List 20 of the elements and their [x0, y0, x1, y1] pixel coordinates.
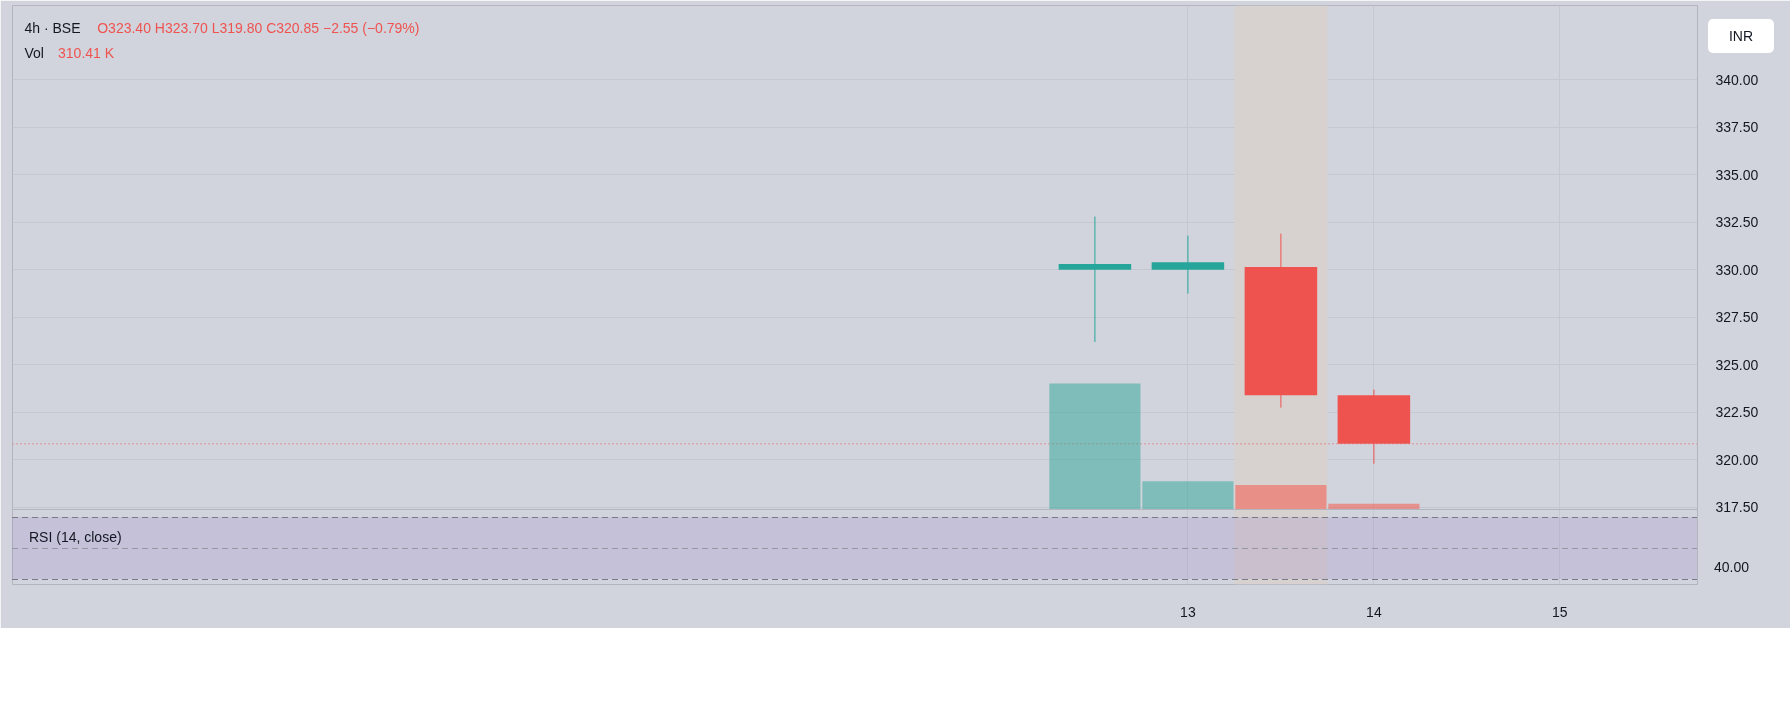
- y-tick-label: 330.00: [1715, 261, 1759, 278]
- x-tick-label: 14: [1366, 603, 1382, 620]
- y-tick-label: 322.50: [1715, 404, 1759, 421]
- y-tick-label: 335.00: [1715, 166, 1759, 183]
- y-tick-label: 332.50: [1715, 214, 1759, 231]
- text: 4h · BSE: [24, 19, 81, 36]
- candlestick: [1151, 235, 1225, 295]
- x-tick-label: 13: [1180, 603, 1196, 620]
- y-axis-title: INR: [1728, 27, 1754, 46]
- text: 40.00: [1714, 558, 1750, 576]
- text: RSI (14, close): [29, 528, 122, 546]
- y-tick-label: 325.00: [1715, 356, 1759, 373]
- y-tick-label: 317.50: [1715, 499, 1759, 516]
- y-tick-label: 320.00: [1715, 451, 1759, 468]
- y-tick-label: 337.50: [1715, 119, 1759, 136]
- y-tick-label: 340.00: [1715, 71, 1759, 88]
- candlestick: [1058, 216, 1132, 343]
- x-tick-label: 15: [1552, 603, 1568, 620]
- y-tick-label: 327.50: [1715, 309, 1759, 326]
- annotation: O323.40 H323.70 L319.80 C320.85 −2.55 (−0.79%): [97, 19, 420, 36]
